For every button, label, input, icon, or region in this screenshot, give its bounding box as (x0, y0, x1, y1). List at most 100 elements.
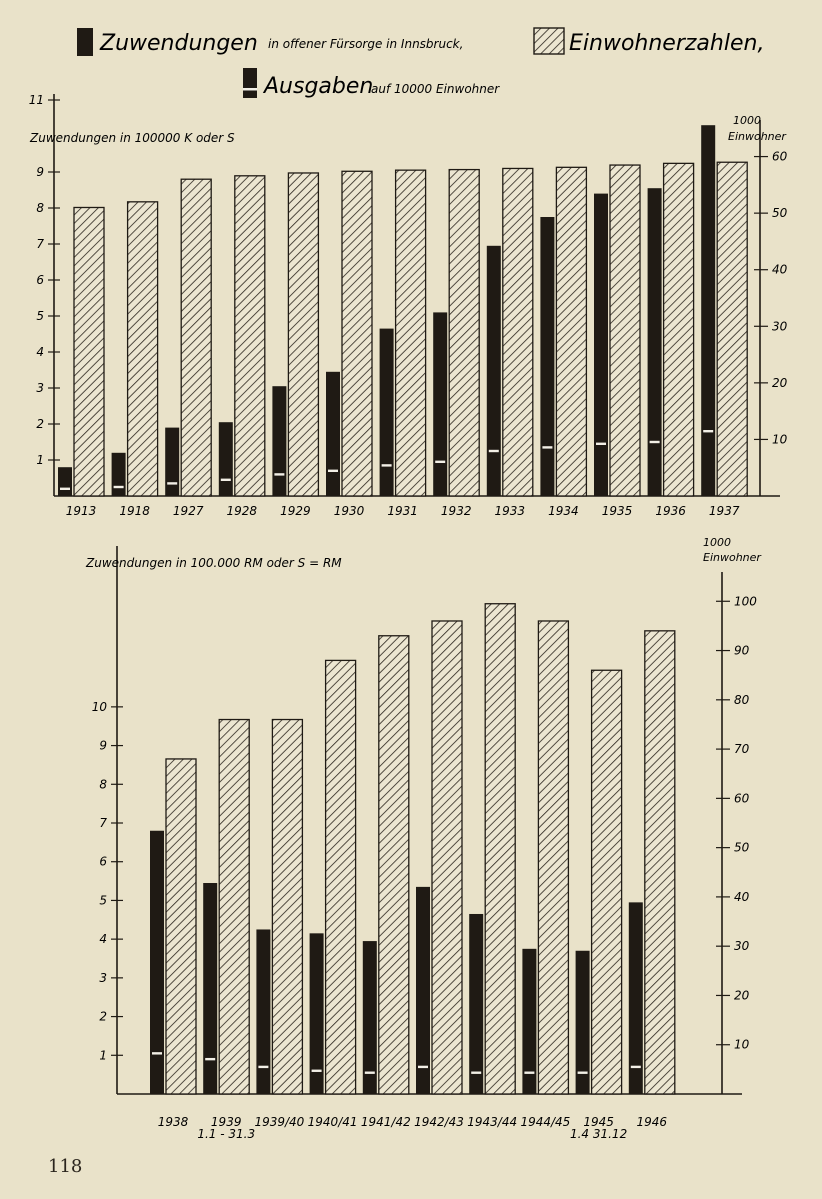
chart1-zuwendungen-bar (594, 193, 608, 496)
chart1-einwohner-bar (502, 167, 534, 497)
chart1-right-axis-label: Einwohner (728, 130, 787, 143)
chart2-right-tick-label: 90 (734, 644, 750, 658)
chart1-ausgaben-mark (488, 449, 499, 453)
chart2-right-tick-label: 80 (734, 693, 750, 707)
chart1-zuwendungen-bar (486, 245, 501, 496)
chart2-category-label: 1938 (158, 1115, 189, 1129)
chart1-category-label: 1937 (709, 504, 740, 518)
chart1-left-tick-label: 4 (36, 345, 44, 359)
chart1-zuwendungen-bar (379, 328, 394, 496)
chart2-ausgaben-mark (258, 1065, 269, 1069)
chart1-category-label: 1934 (548, 504, 579, 518)
chart2-einwohner-bar (484, 603, 516, 1095)
chart2-zuwendungen-bar (362, 941, 377, 1094)
chart2-left-tick-label: 6 (99, 855, 107, 869)
chart2-category-sublabel: 1.4 31.12 (570, 1127, 627, 1141)
legend-ausgaben-white-mark (243, 88, 257, 91)
chart1-category-label: 1918 (119, 504, 150, 518)
chart1-einwohner-bar (126, 201, 159, 497)
chart1-category-label: 1933 (495, 504, 526, 518)
chart1-zuwendungen-bar (111, 452, 126, 496)
chart1-ausgaben-mark (328, 469, 338, 472)
chart1-zuwendungen-bar (433, 312, 448, 496)
legend-ausgaben-swatch (243, 68, 257, 98)
legend-zuwendungen-label: Zuwendungen (99, 31, 258, 56)
chart2-zuwendungen-bar (150, 830, 164, 1094)
chart2-category-label: 1943/44 (467, 1115, 517, 1129)
chart2-ausgaben-mark (471, 1071, 482, 1074)
legend-zuwendungen-suffix: in offener Fürsorge in Innsbruck, (268, 37, 463, 51)
chart2-category-label: 1942/43 (414, 1115, 464, 1129)
chart1-left-tick-label: 11 (29, 93, 44, 107)
chart1-right-tick-label: 60 (772, 150, 788, 164)
chart2-right-tick-label: 100 (734, 594, 757, 608)
chart1-einwohner-bar (287, 172, 320, 497)
chart1-ausgaben-mark (220, 478, 231, 481)
chart2-left-tick-label: 5 (99, 893, 107, 907)
chart1-zuwendungen-bar (647, 188, 662, 496)
chart2-category-label: 1939 (211, 1115, 242, 1129)
chart2-category-sublabel: 1.1 - 31.3 (197, 1127, 255, 1141)
chart2-zuwendungen-bar (522, 948, 537, 1094)
chart1-zuwendungen-bar (165, 427, 180, 496)
chart2-ausgaben-mark (577, 1071, 588, 1074)
chart1-zuwendungen-bar (272, 386, 287, 496)
chart2-category-label: 1941/42 (361, 1115, 411, 1129)
chart1-ausgaben-mark (596, 442, 606, 445)
chart2-left-tick-label: 7 (99, 816, 107, 830)
legend-hatched-swatch (533, 27, 565, 55)
chart1-left-tick-label: 6 (36, 273, 44, 287)
chart1-right-tick-label: 30 (772, 319, 788, 333)
chart1-category-label: 1928 (227, 504, 258, 518)
chart2-right-tick-label: 50 (734, 841, 750, 855)
chart2-einwohner-bar (537, 620, 570, 1095)
chart1-einwohner-bar (180, 178, 212, 497)
chart2-einwohner-bar (218, 718, 250, 1095)
chart1-left-tick-label: 5 (36, 309, 44, 323)
chart2-category-label: 1945 (583, 1115, 614, 1129)
chart1-einwohner-bar (716, 161, 748, 497)
chart1-left-tick-label: 1 (36, 453, 44, 467)
chart2-right-tick-label: 10 (734, 1038, 750, 1052)
chart2-einwohner-bar (165, 758, 197, 1095)
chart1-category-label: 1930 (334, 504, 365, 518)
chart1-einwohner-bar (609, 164, 641, 497)
chart2-einwohner-bar (590, 669, 623, 1095)
chart2-zuwendungen-bar (203, 883, 218, 1094)
chart1-einwohner-bar (448, 168, 480, 497)
chart1-category-label: 1935 (602, 504, 633, 518)
chart2-zuwendungen-bar (469, 913, 484, 1094)
chart2-ausgaben-mark (418, 1065, 428, 1069)
legend: Zuwendungen in offener Fürsorge in Innsb… (77, 27, 764, 99)
chart2-right-tick-label: 20 (734, 988, 750, 1002)
chart2-right-tick-label: 60 (734, 791, 750, 805)
legend-solid-swatch (77, 28, 93, 56)
chart1-ausgaben-mark (60, 487, 70, 490)
chart1-ausgaben-mark (703, 430, 714, 433)
chart1-left-tick-label: 9 (36, 165, 44, 179)
chart2-right-tick-label: 40 (734, 890, 750, 904)
chart-1938-1946: 1 2 3 4 5 6 7 8 9 10 10 20 30 40 50 60 70 80 90 100 Zuwendun… (85, 536, 762, 1141)
chart1-ausgaben-mark (542, 446, 553, 449)
chart2-ausgaben-mark (205, 1057, 216, 1061)
chart2-left-axis-label: Zuwendungen in 100.000 RM oder S = RM (85, 556, 342, 570)
chart1-einwohner-bar (662, 162, 695, 497)
chart2-left-tick-label: 4 (99, 932, 107, 946)
chart2-zuwendungen-bar (416, 886, 430, 1094)
chart2-left-tick-label: 8 (99, 777, 107, 791)
chart1-ausgaben-mark (167, 482, 178, 485)
chart2-zuwendungen-bar (575, 950, 590, 1094)
chart1-category-label: 1927 (173, 504, 204, 518)
chart2-right-tick-label: 30 (734, 939, 750, 953)
chart2-right-axis-unit: 1000 (703, 536, 731, 549)
chart2-left-tick-label: 1 (99, 1048, 107, 1062)
chart2-einwohner-bar (271, 718, 304, 1095)
chart1-category-label: 1929 (280, 504, 311, 518)
chart1-category-label: 1931 (387, 504, 418, 518)
legend-einwohner-label: Einwohnerzahlen, (569, 31, 764, 56)
chart1-einwohner-bar (73, 206, 105, 497)
chart2-ausgaben-mark (311, 1069, 322, 1072)
chart2-ausgaben-mark (524, 1071, 535, 1074)
chart2-category-label: 1944/45 (520, 1115, 570, 1129)
chart2-zuwendungen-bar (628, 902, 643, 1094)
